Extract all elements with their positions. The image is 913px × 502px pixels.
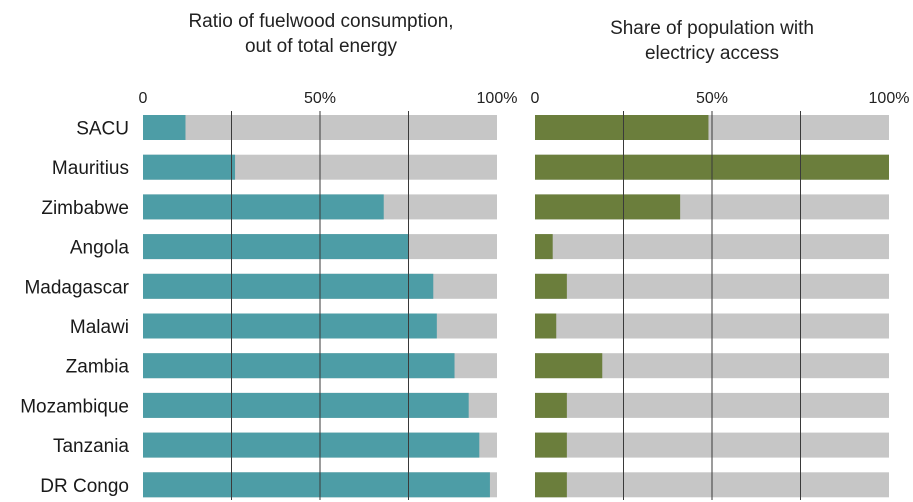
fuelwood-bar-value — [143, 194, 384, 220]
category-label: SACU — [76, 119, 129, 140]
fuelwood-tick-label: 100% — [477, 90, 518, 107]
electricity-bar-value — [535, 392, 567, 418]
electricity-bar-value — [535, 353, 603, 379]
fuelwood-bar-value — [143, 472, 490, 498]
electricity-gridlines — [623, 111, 801, 500]
electricity-bar-value — [535, 234, 553, 260]
fuelwood-bar-value — [143, 313, 437, 339]
fuelwood-title-line-2: out of total energy — [245, 36, 398, 57]
category-label: Malawi — [70, 317, 129, 338]
electricity-bar-value — [535, 432, 567, 458]
electricity-bar-value — [535, 472, 567, 498]
fuelwood-bar-value — [143, 273, 434, 299]
category-label: Tanzania — [53, 436, 129, 457]
electricity-bar-value — [535, 194, 681, 220]
category-label: Zimbabwe — [41, 198, 129, 219]
electricity-bar-value — [535, 273, 567, 299]
fuelwood-bar-value — [143, 392, 469, 418]
electricity-bar-value — [535, 115, 709, 140]
fuelwood-tick-label: 50% — [304, 90, 336, 107]
electricity-tick-label: 50% — [696, 90, 728, 107]
fuelwood-bar-value — [143, 115, 186, 140]
electricity-title-line-2: electricy access — [645, 43, 779, 64]
fuelwood-bar-value — [143, 432, 480, 458]
fuelwood-title-line-1: Ratio of fuelwood consumption, — [188, 11, 453, 32]
category-label: Zambia — [66, 357, 130, 378]
category-label: Madagascar — [24, 277, 129, 298]
category-label: DR Congo — [40, 476, 129, 497]
fuelwood-gridlines — [231, 111, 409, 500]
category-labels: SACU Mauritius Zimbabwe Angola Madagascar Mal… — [20, 119, 129, 497]
electricity-title-line-1: Share of population with — [610, 18, 814, 39]
electricity-tick-label: 100% — [869, 90, 910, 107]
electricity-tick-label: 0 — [531, 90, 540, 107]
fuelwood-bar-value — [143, 234, 409, 260]
fuelwood-bar-value — [143, 154, 236, 180]
fuelwood-bar-value — [143, 353, 455, 379]
category-label: Angola — [70, 238, 130, 259]
electricity-panel: Share of population with electricy acces… — [531, 18, 910, 500]
electricity-bar-value — [535, 313, 557, 339]
category-label: Mozambique — [20, 396, 129, 417]
fuelwood-tick-label: 0 — [139, 90, 148, 107]
category-label: Mauritius — [52, 158, 129, 179]
fuelwood-panel: Ratio of fuelwood consumption, out of to… — [139, 11, 518, 500]
